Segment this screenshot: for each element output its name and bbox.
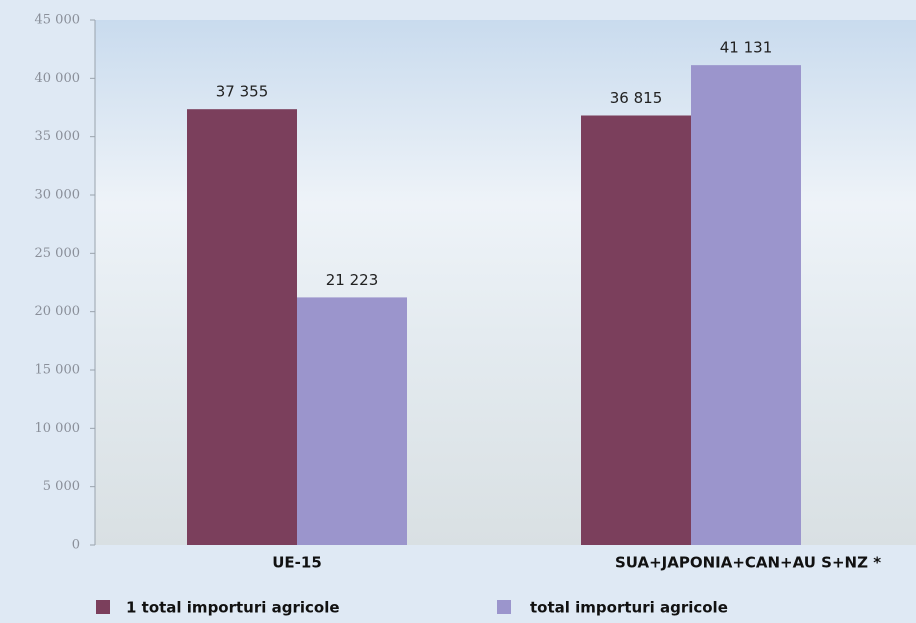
y-tick-label: 25 000 bbox=[35, 246, 81, 261]
bar bbox=[297, 297, 407, 545]
y-tick-label: 30 000 bbox=[35, 188, 81, 203]
x-tick-label: UE-15 bbox=[272, 554, 322, 572]
y-tick-label: 35 000 bbox=[35, 129, 81, 144]
legend-label: total importuri agricole bbox=[530, 599, 728, 617]
bar bbox=[187, 109, 297, 546]
y-tick-label: 5 000 bbox=[43, 479, 80, 494]
bar bbox=[691, 65, 801, 545]
legend-swatch bbox=[96, 600, 110, 614]
y-tick-label: 20 000 bbox=[35, 304, 81, 319]
value-label: 36 815 bbox=[610, 89, 663, 107]
y-tick-label: 10 000 bbox=[35, 421, 81, 436]
legend-swatch bbox=[497, 600, 511, 614]
y-tick-label: 0 bbox=[72, 538, 80, 553]
x-tick-label: SUA+JAPONIA+CAN+AU S+NZ * bbox=[615, 554, 881, 572]
value-label: 41 131 bbox=[720, 39, 773, 57]
bar bbox=[581, 115, 691, 545]
legend-label: 1 total importuri agricole bbox=[126, 599, 340, 617]
y-tick-label: 45 000 bbox=[35, 13, 81, 28]
value-label: 21 223 bbox=[326, 271, 379, 289]
y-tick-label: 15 000 bbox=[35, 363, 81, 378]
value-label: 37 355 bbox=[216, 83, 269, 101]
y-tick-label: 40 000 bbox=[35, 71, 81, 86]
